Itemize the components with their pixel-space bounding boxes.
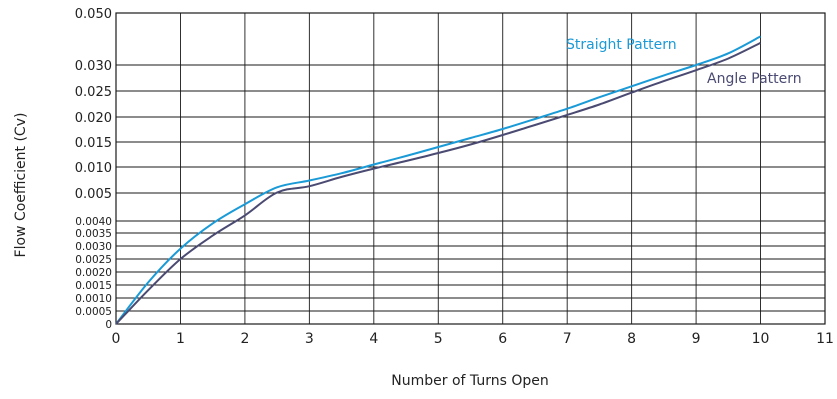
x-tick-label: 8 (627, 331, 636, 347)
grid-layer (115, 12, 826, 325)
x-tick-label: 5 (434, 331, 443, 347)
x-tick-label: 1 (176, 331, 185, 347)
x-axis-label: Number of Turns Open (391, 373, 548, 389)
x-tick-label: 2 (240, 331, 249, 347)
y-tick-label: 0.005 (75, 187, 112, 202)
x-tick-label: 0 (112, 331, 121, 347)
y-tick-label: 0.0005 (75, 306, 112, 318)
series-line-angle-pattern (115, 42, 761, 325)
y-tick-label: 0 (105, 319, 112, 331)
y-axis-label: Flow Coefficient (Cv) (13, 113, 29, 258)
tick-layer: 0 1 2 3 4 5 6 7 8 9 10 1100.00050.00100.00150.00200… (75, 7, 834, 347)
x-tick-label: 10 (752, 331, 770, 347)
y-tick-label: 0.0025 (75, 254, 112, 266)
y-tick-label: 0.020 (75, 111, 112, 126)
x-tick-label: 4 (369, 331, 378, 347)
y-tick-label: 0.030 (75, 59, 112, 74)
x-tick-label: 9 (692, 331, 701, 347)
y-tick-label: 0.0030 (75, 241, 112, 253)
y-tick-label: 0.025 (75, 85, 112, 100)
y-tick-label: 0.0040 (75, 216, 112, 228)
y-tick-label: 0.010 (75, 161, 112, 176)
series-label-angle-pattern: Angle Pattern (707, 71, 802, 87)
y-tick-label: 0.0020 (75, 267, 112, 279)
x-tick-label: 7 (563, 331, 572, 347)
y-tick-label: 0.015 (75, 136, 112, 151)
series-line-straight-pattern (115, 35, 761, 325)
y-tick-label: 0.0010 (75, 293, 112, 305)
x-tick-label: 6 (498, 331, 507, 347)
y-tick-label: 0.0035 (75, 228, 112, 240)
series-layer (115, 35, 761, 325)
x-tick-label: 3 (305, 331, 314, 347)
y-tick-label: 0.050 (75, 7, 112, 22)
plot-frame (115, 12, 826, 325)
series-label-straight-pattern: Straight Pattern (566, 37, 677, 53)
label-layer: Number of Turns Open Flow Coefficient (C… (13, 37, 802, 389)
y-tick-label: 0.0015 (75, 280, 112, 292)
x-tick-label: 11 (816, 331, 834, 347)
